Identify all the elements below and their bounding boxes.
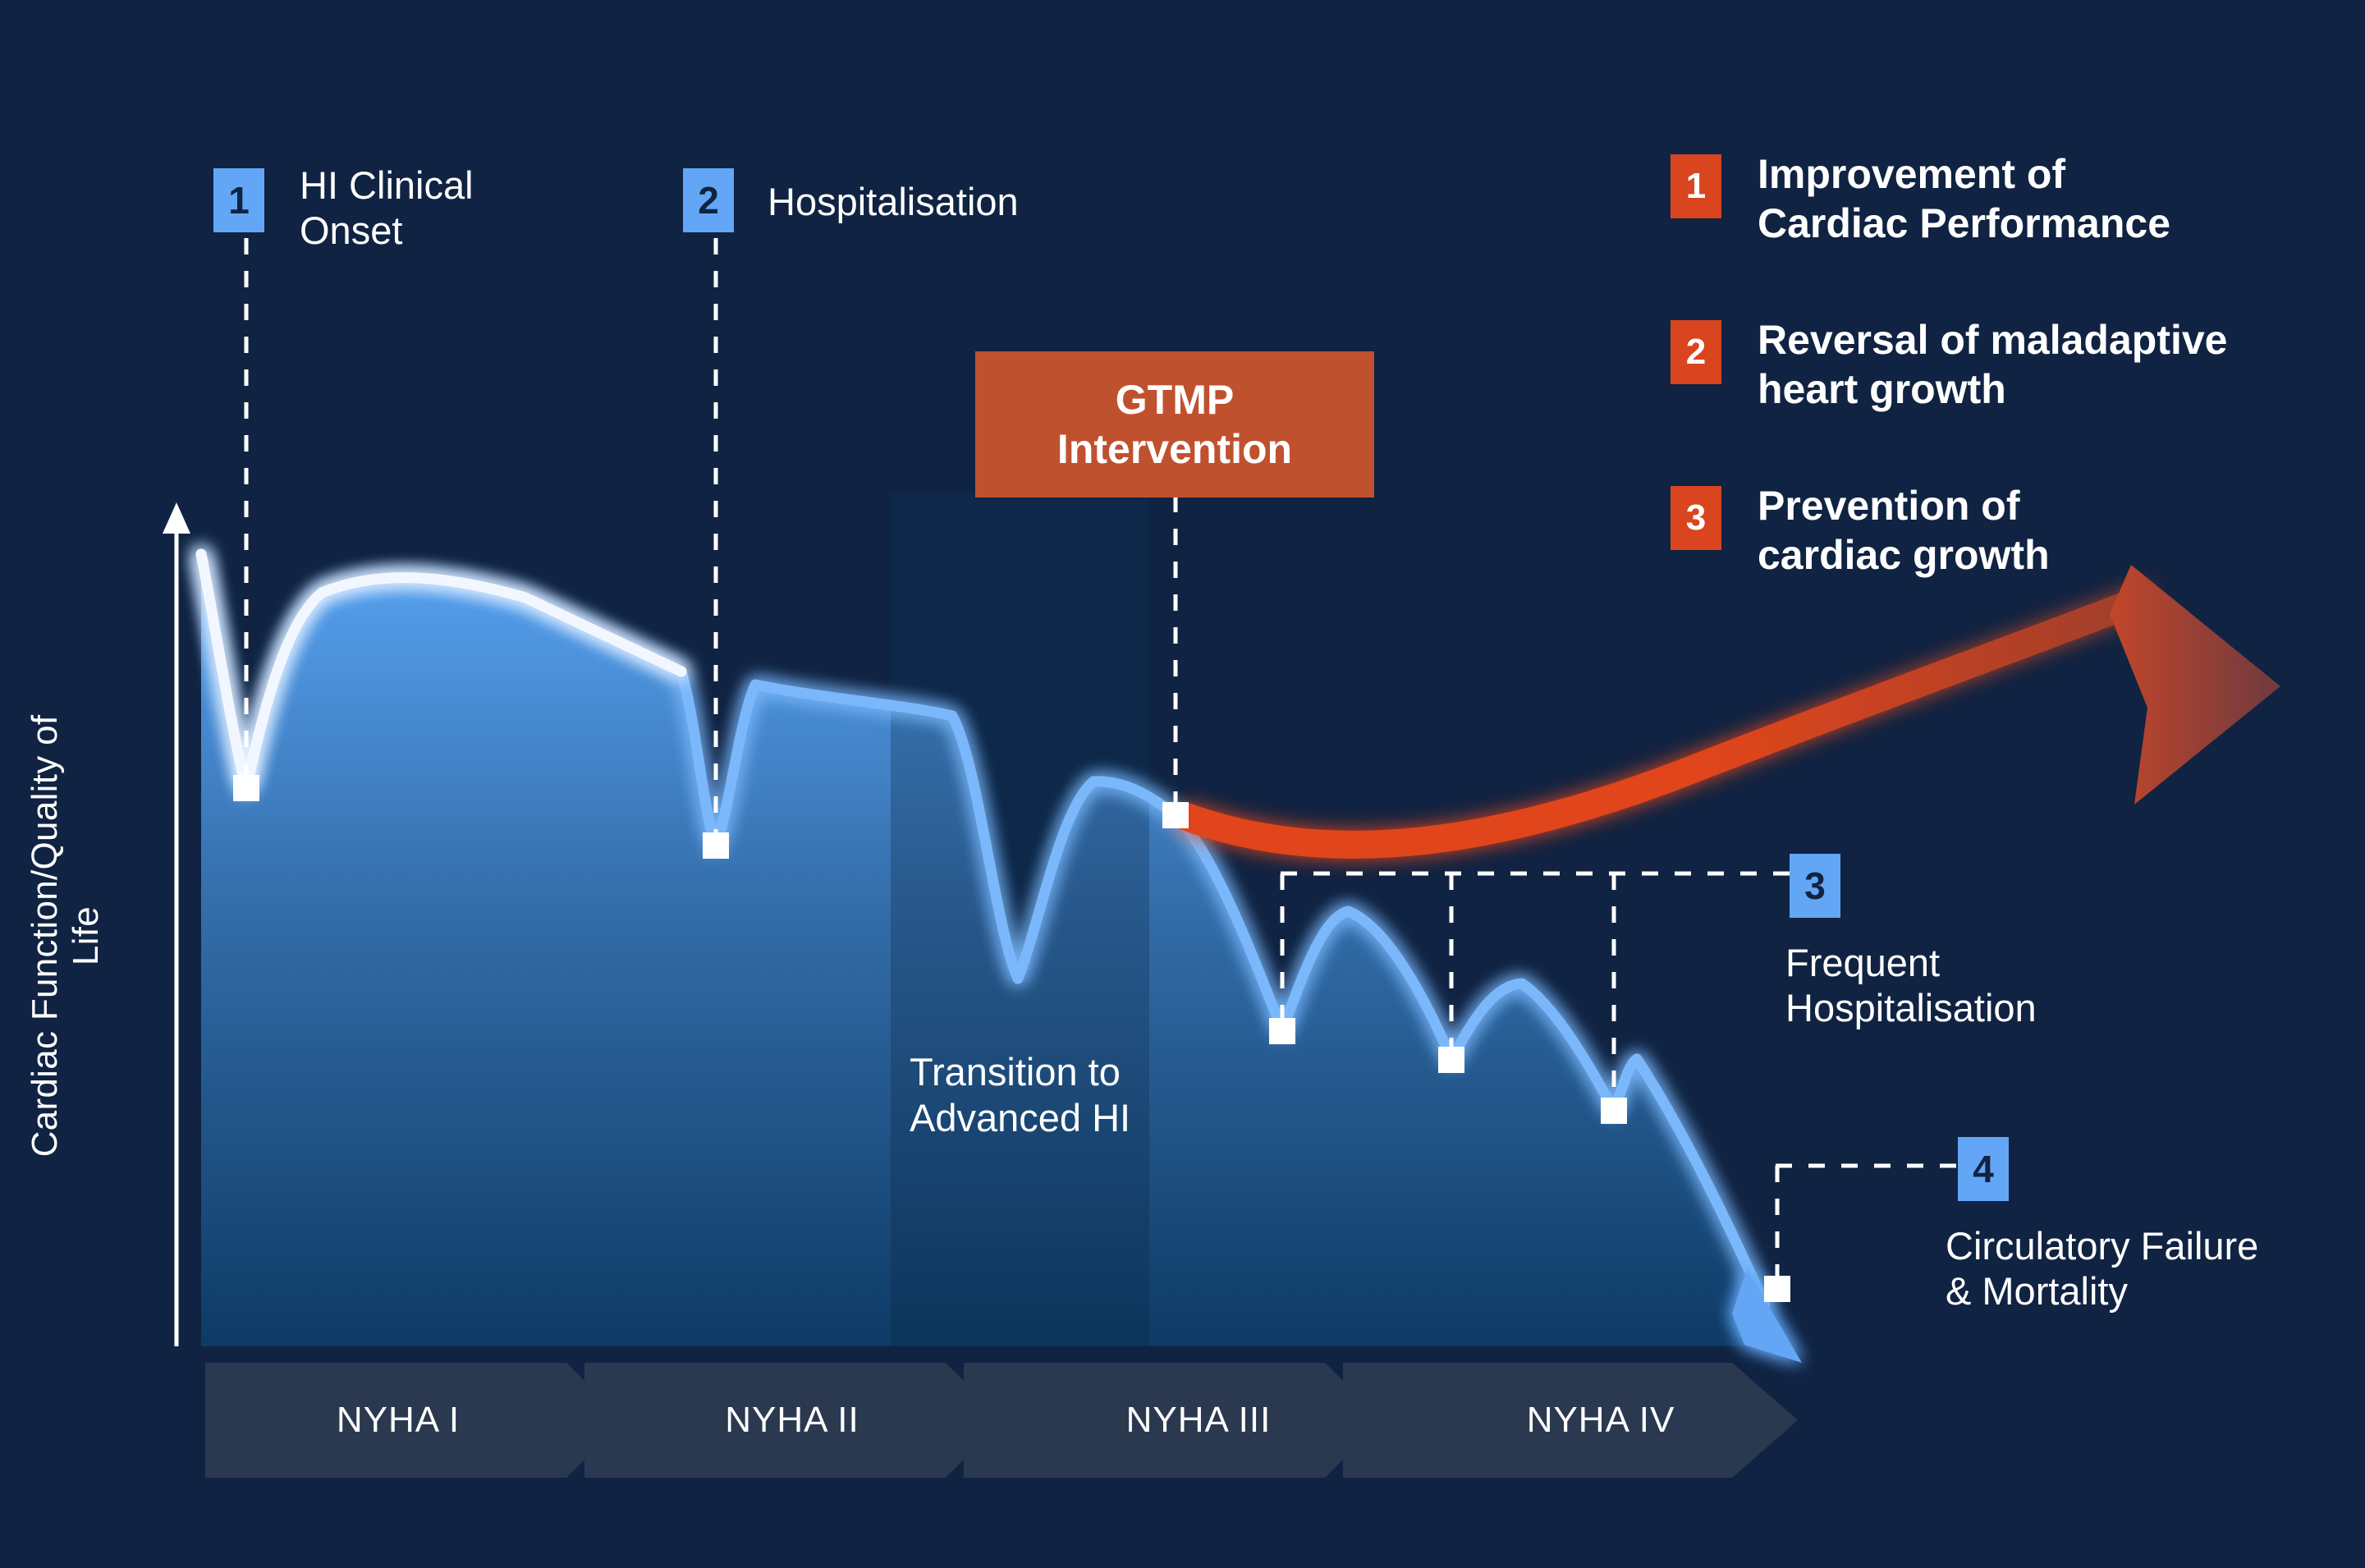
- marker-2: [703, 832, 729, 859]
- legend: 1 Improvement of Cardiac Performance 2 R…: [1671, 149, 2360, 647]
- y-axis-label: Cardiac Function/Quality of Life: [25, 714, 106, 1158]
- curve-onset-highlight: [195, 548, 687, 790]
- annotation-badge-3[interactable]: 3: [1790, 854, 1840, 918]
- legend-badge-1: 1: [1671, 154, 1721, 218]
- marker-4: [1764, 1276, 1790, 1302]
- annotation-label-2: Hospitalisation: [768, 180, 1019, 223]
- legend-item-1[interactable]: 1 Improvement of Cardiac Performance: [1671, 149, 2360, 248]
- annotation-badge-2[interactable]: 2: [683, 168, 734, 232]
- marker-3c: [1601, 1098, 1627, 1124]
- y-axis-arrow: [163, 502, 190, 534]
- transition-band-label: Transition to Advanced HI: [910, 1050, 1131, 1140]
- annotation-badge-1-number: 1: [228, 179, 250, 222]
- legend-item-3[interactable]: 3 Prevention of cardiac growth: [1671, 481, 2360, 580]
- stage-label-nyha-4: NYHA IV: [1526, 1400, 1675, 1440]
- annotation-label-4: Circulatory Failure & Mortality: [1946, 1224, 2259, 1314]
- legend-label-2: Reversal of maladaptive heart growth: [1758, 317, 2228, 412]
- stage-band: [205, 1363, 1798, 1478]
- annotation-label-3: Frequent Hospitalisation: [1785, 941, 2037, 1030]
- annotation-label-1: HI Clinical Onset: [300, 163, 474, 253]
- legend-badge-2: 2: [1671, 320, 1721, 384]
- treated-trajectory-arrowhead: [2110, 565, 2280, 805]
- y-axis: [163, 502, 190, 1346]
- mortality-arrowhead: [1732, 1269, 1802, 1363]
- annotation-badge-2-number: 2: [698, 179, 719, 222]
- marker-3a: [1269, 1018, 1295, 1044]
- point-markers: [233, 775, 1790, 1302]
- legend-label-3: Prevention of cardiac growth: [1758, 483, 2050, 578]
- legend-badge-3: 3: [1671, 486, 1721, 550]
- disease-course-area: [201, 554, 1785, 1353]
- gtmp-intervention-box[interactable]: GTMP Intervention: [975, 351, 1374, 497]
- marker-gtmp: [1162, 802, 1189, 828]
- treated-trajectory-arrow-taper: [1177, 814, 1281, 852]
- annotation-badge-1[interactable]: 1: [213, 168, 264, 232]
- stage-label-nyha-2: NYHA II: [725, 1400, 859, 1440]
- legend-label-1: Improvement of Cardiac Performance: [1758, 151, 2171, 246]
- stage-label-nyha-1: NYHA I: [336, 1400, 461, 1440]
- stage-label-nyha-3: NYHA III: [1125, 1400, 1272, 1440]
- transition-band-overlay: [891, 493, 1149, 1346]
- annotation-badge-4[interactable]: 4: [1958, 1137, 2009, 1201]
- leader-lines: [244, 238, 1958, 1282]
- treated-trajectory-arrow: [1177, 583, 2156, 859]
- marker-1: [233, 775, 259, 801]
- annotation-badge-4-number: 4: [1973, 1148, 1994, 1190]
- annotation-badge-3-number: 3: [1804, 864, 1826, 907]
- legend-item-2[interactable]: 2 Reversal of maladaptive heart growth: [1671, 315, 2360, 414]
- marker-3b: [1438, 1047, 1464, 1073]
